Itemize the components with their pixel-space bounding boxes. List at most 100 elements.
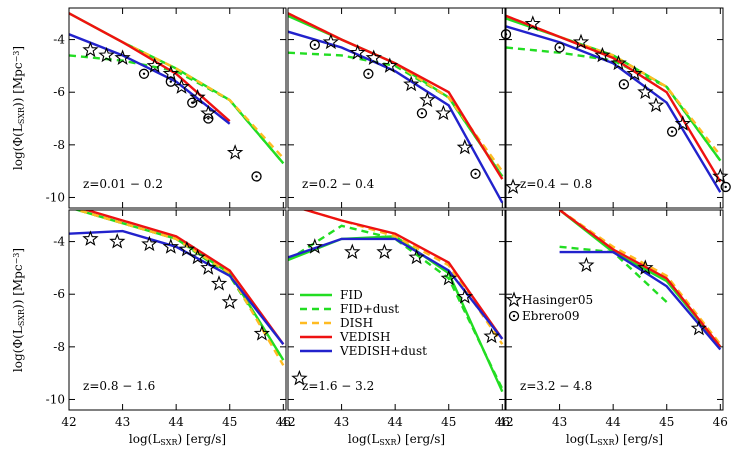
panel-frame: [68, 209, 287, 411]
circle-dot: [512, 314, 516, 318]
y-tick-label: -8: [53, 138, 65, 152]
panel: -4 -6 -8 -10 z=0.01 − 0.2 log(Φ(LSXR)) [Mpc−3…: [11, 7, 287, 209]
x-tick-label: 44: [388, 415, 404, 429]
panel-label: z=3.2 − 4.8: [520, 379, 592, 393]
data-point: [82, 41, 99, 58]
data-point: [408, 248, 425, 265]
data-point: [690, 319, 707, 336]
series-line: [82, 210, 285, 345]
label-part: ]: [11, 248, 25, 253]
data-point: [456, 288, 474, 304]
series-line: [558, 210, 722, 345]
label-part: SXR: [17, 308, 26, 326]
data-point: [666, 126, 678, 137]
plot-area: [288, 210, 504, 393]
data-point: [138, 68, 150, 79]
data-point: [712, 167, 729, 184]
x-axis-title: log(LSXR) [erg/s]: [566, 432, 663, 447]
circle-dot: [255, 175, 258, 178]
series-line: [69, 229, 285, 345]
y-tick-label: -8: [53, 340, 65, 354]
panel: z=0.4 − 0.8: [500, 7, 731, 209]
legend-label: DISH: [340, 316, 373, 330]
data-point: [200, 259, 217, 275]
panel-label: z=0.2 − 0.4: [302, 177, 375, 191]
label-part: ) [erg/s]: [397, 432, 446, 446]
circle-dot: [420, 112, 424, 115]
panel-frame: [505, 209, 724, 411]
data-point: [363, 68, 374, 79]
circle-dot: [142, 72, 146, 75]
y-axis-title: log(Φ(LSXR)) [Mpc−3]: [11, 46, 26, 170]
data-point: [637, 83, 654, 100]
data-point: [456, 138, 474, 155]
legend-label: VEDISH: [339, 330, 390, 344]
circle-dot: [313, 43, 316, 47]
circle-outer: [554, 42, 565, 53]
data-point: [200, 104, 217, 121]
x-tick-label: 45: [222, 415, 237, 429]
data-point: [173, 78, 190, 94]
data-point: [419, 91, 436, 108]
legend-label: Ebrero09: [522, 309, 580, 323]
series-line: [301, 210, 504, 340]
x-tick-label: 43: [115, 415, 130, 429]
x-tick-label: 45: [441, 415, 456, 429]
data-point: [674, 115, 692, 131]
data-point: [618, 79, 630, 90]
data-point: [435, 104, 452, 121]
series-line: [69, 12, 285, 165]
label-part: log(L: [129, 432, 160, 446]
label-part: ) [erg/s]: [178, 432, 227, 446]
circle-outer: [363, 68, 374, 79]
data-point: [251, 171, 262, 182]
circle-dot: [191, 101, 194, 104]
data-point: [291, 369, 308, 386]
x-axis-title: log(LSXR) [erg/s]: [129, 432, 226, 447]
x-tick-label: 44: [606, 415, 622, 429]
data-point: [309, 39, 320, 50]
circle-outer: [618, 79, 630, 90]
data-point: [524, 15, 541, 31]
series-line: [506, 14, 722, 183]
data-point: [403, 75, 420, 92]
circle-outer: [720, 181, 731, 193]
circle-outer: [309, 39, 320, 50]
data-point: [203, 113, 214, 124]
label-part: log(Φ(L: [11, 124, 25, 170]
data-point: [440, 269, 457, 286]
data-point: [578, 256, 595, 273]
circle-outer: [416, 108, 428, 119]
label-part: SXR: [160, 438, 178, 447]
data-point: [82, 230, 99, 246]
label-part: SXR: [379, 438, 397, 447]
circle-dot: [169, 80, 173, 83]
series-line: [288, 12, 504, 180]
series-line: [288, 30, 504, 204]
data-point: [187, 97, 198, 108]
plot-area: [69, 210, 285, 366]
data-point: [349, 44, 366, 60]
data-point: [141, 235, 158, 252]
label-part: )) [Mpc: [11, 62, 25, 107]
x-tick-label: 43: [552, 415, 567, 429]
label-part: log(L: [566, 432, 597, 446]
data-point: [98, 46, 115, 63]
legend-symbol: [505, 291, 523, 307]
data-point: [344, 243, 361, 260]
plot-area: [288, 12, 504, 204]
panel: 42 43 44 45 46-4-6-8-10z=0.8 − 1.6log(Φ(LSXR…: [11, 209, 308, 447]
series-line: [558, 210, 722, 348]
circle-dot: [558, 46, 561, 49]
circle-outer: [666, 126, 678, 137]
data-point: [504, 178, 522, 194]
data-point: [253, 325, 270, 341]
label-part: SXR: [17, 106, 26, 124]
data-point: [306, 238, 323, 254]
legend-label: Hasinger05: [522, 293, 593, 307]
data-point: [226, 144, 244, 160]
circle-outer: [251, 171, 262, 182]
data-point: [114, 49, 131, 65]
legend-symbol: [508, 310, 520, 322]
data-point: [572, 33, 590, 50]
